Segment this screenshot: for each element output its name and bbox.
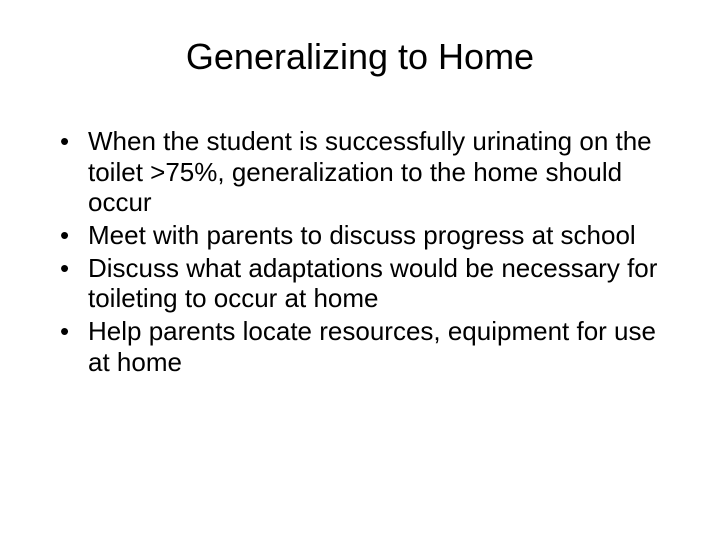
bullet-list: When the student is successfully urinati…: [40, 126, 680, 377]
slide-title: Generalizing to Home: [40, 36, 680, 78]
bullet-item: Help parents locate resources, equipment…: [60, 316, 680, 377]
bullet-item: When the student is successfully urinati…: [60, 126, 680, 218]
bullet-item: Discuss what adaptations would be necess…: [60, 253, 680, 314]
bullet-item: Meet with parents to discuss progress at…: [60, 220, 680, 251]
